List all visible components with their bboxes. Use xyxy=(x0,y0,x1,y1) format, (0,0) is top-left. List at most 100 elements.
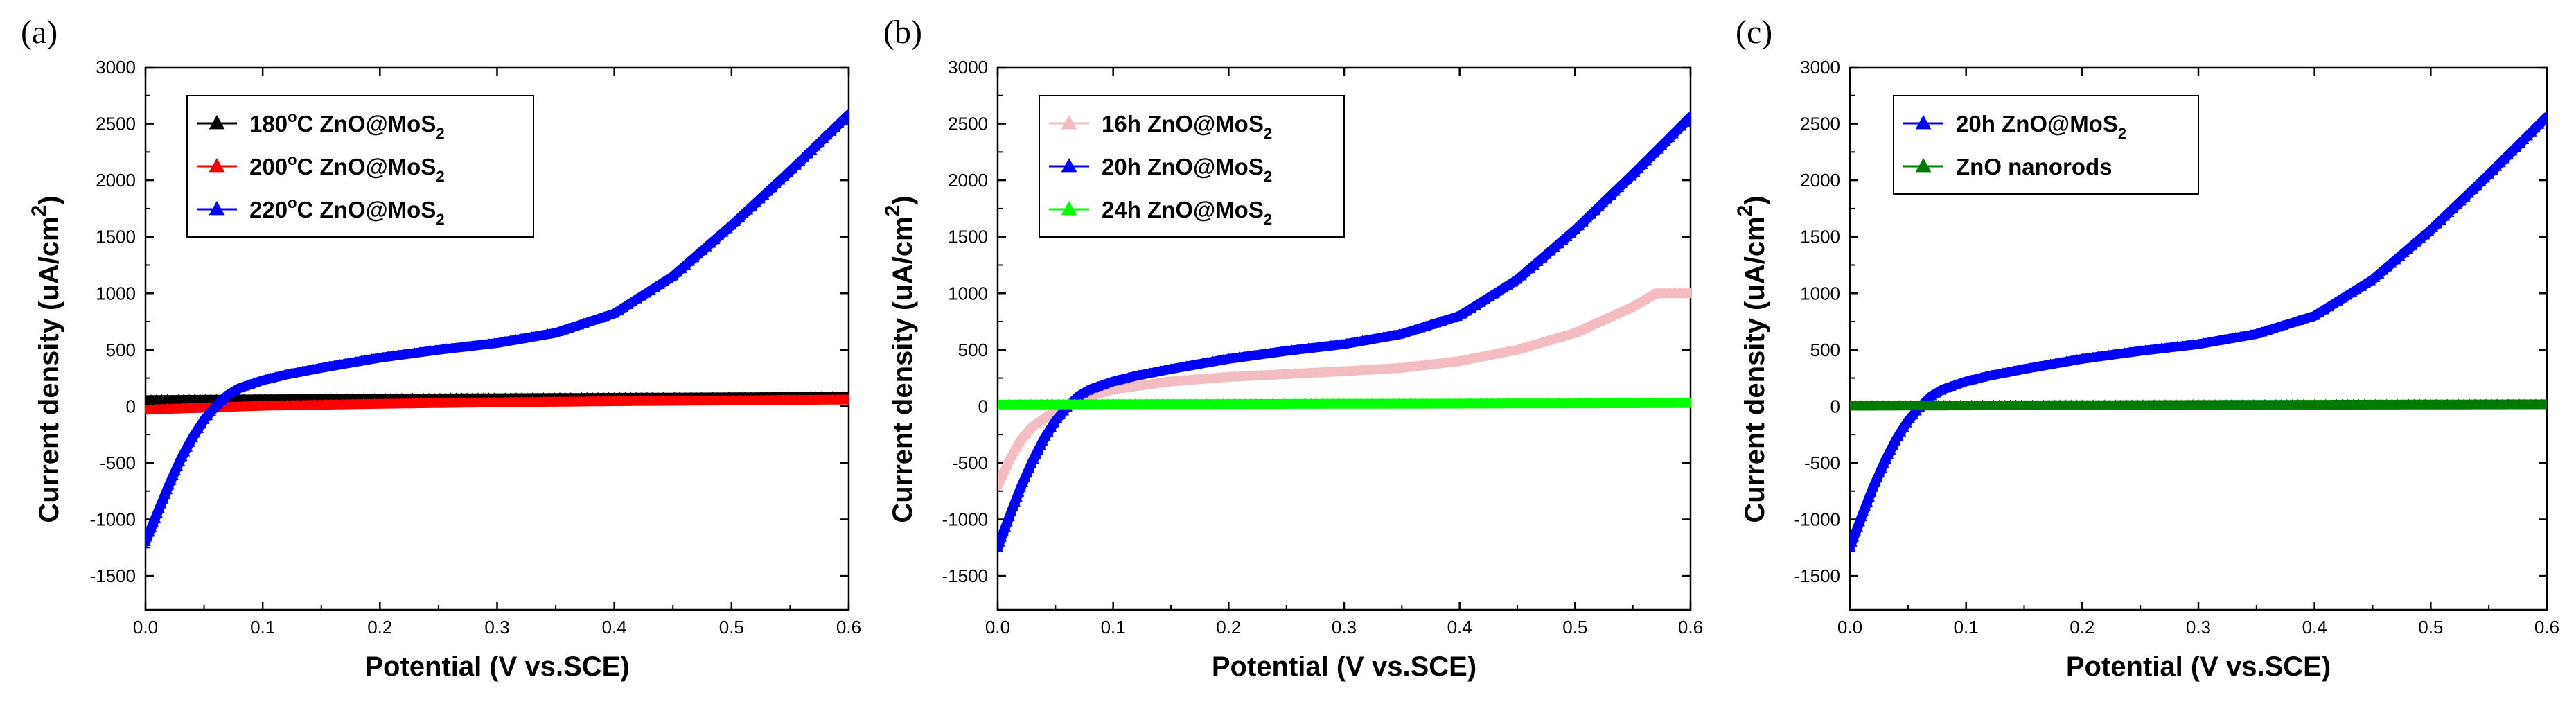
x-tick-label: 0.5 xyxy=(2418,617,2443,638)
y-tick-label: 500 xyxy=(958,340,988,360)
y-tick-label: -1000 xyxy=(942,509,989,530)
y-tick-label: -1000 xyxy=(90,509,136,530)
series-markers xyxy=(1850,398,2547,410)
x-tick-label: 0.2 xyxy=(2070,617,2094,638)
legend-marker xyxy=(1915,158,1932,173)
legend: 20h ZnO@MoS2 ZnO nanorods xyxy=(1893,95,2199,195)
legend-box xyxy=(186,95,534,238)
legend-item: 200oC ZnO@MoS2 xyxy=(197,151,445,185)
panel-label: (a) xyxy=(21,14,58,51)
y-axis-title: Current density (uA/cm2) xyxy=(28,195,64,523)
x-tick-label: 0.3 xyxy=(2186,617,2211,638)
y-tick-label: 0 xyxy=(978,396,988,416)
series xyxy=(145,109,849,547)
x-tick-label: 0.4 xyxy=(1447,617,1472,638)
y-tick-label: 3000 xyxy=(96,57,136,78)
y-axis-title: Current density (uA/cm2) xyxy=(1733,195,1770,523)
y-tick-label: 0 xyxy=(1830,396,1840,416)
x-tick-label: 0.5 xyxy=(1562,617,1587,638)
legend-item: 20h ZnO@MoS2 xyxy=(1903,111,2126,142)
legend-label: 180oC ZnO@MoS2 xyxy=(249,108,445,142)
series xyxy=(145,394,849,415)
chart-panel-c: (c) 0.0 0.1 0.2 0.3 0.4 0.5 0.6 -1500 -1000 -500 0 5… xyxy=(1733,14,2559,682)
legend-label: 16h ZnO@MoS2 xyxy=(1102,111,1272,142)
series-markers xyxy=(1850,111,2547,552)
legend-label: ZnO nanorods xyxy=(1956,154,2112,179)
y-tick-label: -1000 xyxy=(1794,509,1841,530)
y-tick-label: 1500 xyxy=(948,227,988,247)
x-tick-label: 0.6 xyxy=(1678,617,1703,638)
x-tick-label: 0.1 xyxy=(1101,617,1126,638)
legend-item: 24h ZnO@MoS2 xyxy=(1049,197,1272,228)
y-tick-label: 1000 xyxy=(1800,283,1840,304)
legend-box xyxy=(1893,95,2199,195)
panel-label: (c) xyxy=(1736,14,1772,51)
legend-item: ZnO nanorods xyxy=(1903,154,2112,179)
series xyxy=(1850,398,2547,411)
x-axis-title: Potential (V vs.SCE) xyxy=(364,651,629,682)
x-tick-label: 0.6 xyxy=(836,617,861,638)
legend-label: 200oC ZnO@MoS2 xyxy=(249,151,445,185)
series-group xyxy=(1850,111,2547,553)
y-axis-title: Current density (uA/cm2) xyxy=(881,195,918,523)
x-tick-label: 0.4 xyxy=(2302,617,2327,638)
x-tick-label: 0.3 xyxy=(1332,617,1357,638)
x-tick-label: 0.6 xyxy=(2534,617,2559,638)
legend-marker xyxy=(1061,115,1077,130)
legend: 16h ZnO@MoS2 20h ZnO@MoS2 24h ZnO@MoS2 xyxy=(1039,95,1345,238)
y-tick-label: -500 xyxy=(100,453,136,473)
y-tick-label: 500 xyxy=(1810,340,1840,360)
legend-label: 220oC ZnO@MoS2 xyxy=(249,194,445,228)
y-tick-label: -500 xyxy=(952,453,988,473)
legend-item: 220oC ZnO@MoS2 xyxy=(197,194,445,228)
legend-marker xyxy=(1061,201,1077,216)
y-tick-label: 500 xyxy=(106,340,136,360)
x-tick-label: 0.0 xyxy=(133,617,158,638)
legend-label: 20h ZnO@MoS2 xyxy=(1102,154,1272,185)
y-tick-label: 2500 xyxy=(948,114,988,134)
y-tick-label: 2500 xyxy=(1800,114,1840,134)
legend-marker xyxy=(1061,158,1077,173)
series-group xyxy=(998,112,1691,553)
x-tick-label: 0.1 xyxy=(250,617,275,638)
series xyxy=(1850,111,2547,553)
y-tick-label: 2000 xyxy=(1800,170,1840,191)
legend-marker xyxy=(209,115,225,130)
legend-marker xyxy=(209,158,225,173)
y-tick-label: 2000 xyxy=(96,170,136,191)
legend-box xyxy=(1039,95,1345,238)
x-tick-label: 0.1 xyxy=(1954,617,1979,638)
series-markers xyxy=(998,287,1691,490)
series-group xyxy=(145,109,849,547)
legend-item: 16h ZnO@MoS2 xyxy=(1049,111,1272,142)
y-tick-label: 3000 xyxy=(948,57,988,78)
x-axis-title: Potential (V vs.SCE) xyxy=(2066,651,2331,682)
y-tick-label: -1500 xyxy=(1794,565,1841,586)
series xyxy=(998,112,1691,553)
chart-panel-a: (a) 0.0 0.1 0.2 0.3 0.4 0.5 0.6 -1500 -1000 -500 0 5… xyxy=(21,14,861,682)
series-markers xyxy=(145,110,849,546)
y-tick-label: -1500 xyxy=(942,565,989,586)
legend-marker xyxy=(1915,115,1932,130)
series-markers xyxy=(998,113,1691,552)
x-tick-label: 0.5 xyxy=(719,617,744,638)
x-tick-label: 0.2 xyxy=(1216,617,1241,638)
x-tick-label: 0.0 xyxy=(985,617,1010,638)
x-tick-label: 0.0 xyxy=(1837,617,1862,638)
x-tick-label: 0.2 xyxy=(367,617,392,638)
y-tick-label: -1500 xyxy=(90,565,136,586)
y-tick-label: 3000 xyxy=(1800,57,1840,78)
legend-item: 180oC ZnO@MoS2 xyxy=(197,108,445,142)
y-tick-label: 2500 xyxy=(96,114,136,134)
series-markers xyxy=(998,397,1691,409)
legend-item: 20h ZnO@MoS2 xyxy=(1049,154,1272,185)
series-markers xyxy=(145,394,849,414)
y-tick-label: 0 xyxy=(126,396,136,416)
x-tick-label: 0.3 xyxy=(484,617,509,638)
chart-panel-b: (b) 0.0 0.1 0.2 0.3 0.4 0.5 0.6 -1500 -1000 -500 0 5… xyxy=(881,14,1703,682)
y-tick-label: 1500 xyxy=(96,227,136,247)
panel-label: (b) xyxy=(883,14,922,51)
legend: 180oC ZnO@MoS2 200oC ZnO@MoS2 220oC ZnO@Mo… xyxy=(186,95,534,238)
series xyxy=(998,397,1691,410)
